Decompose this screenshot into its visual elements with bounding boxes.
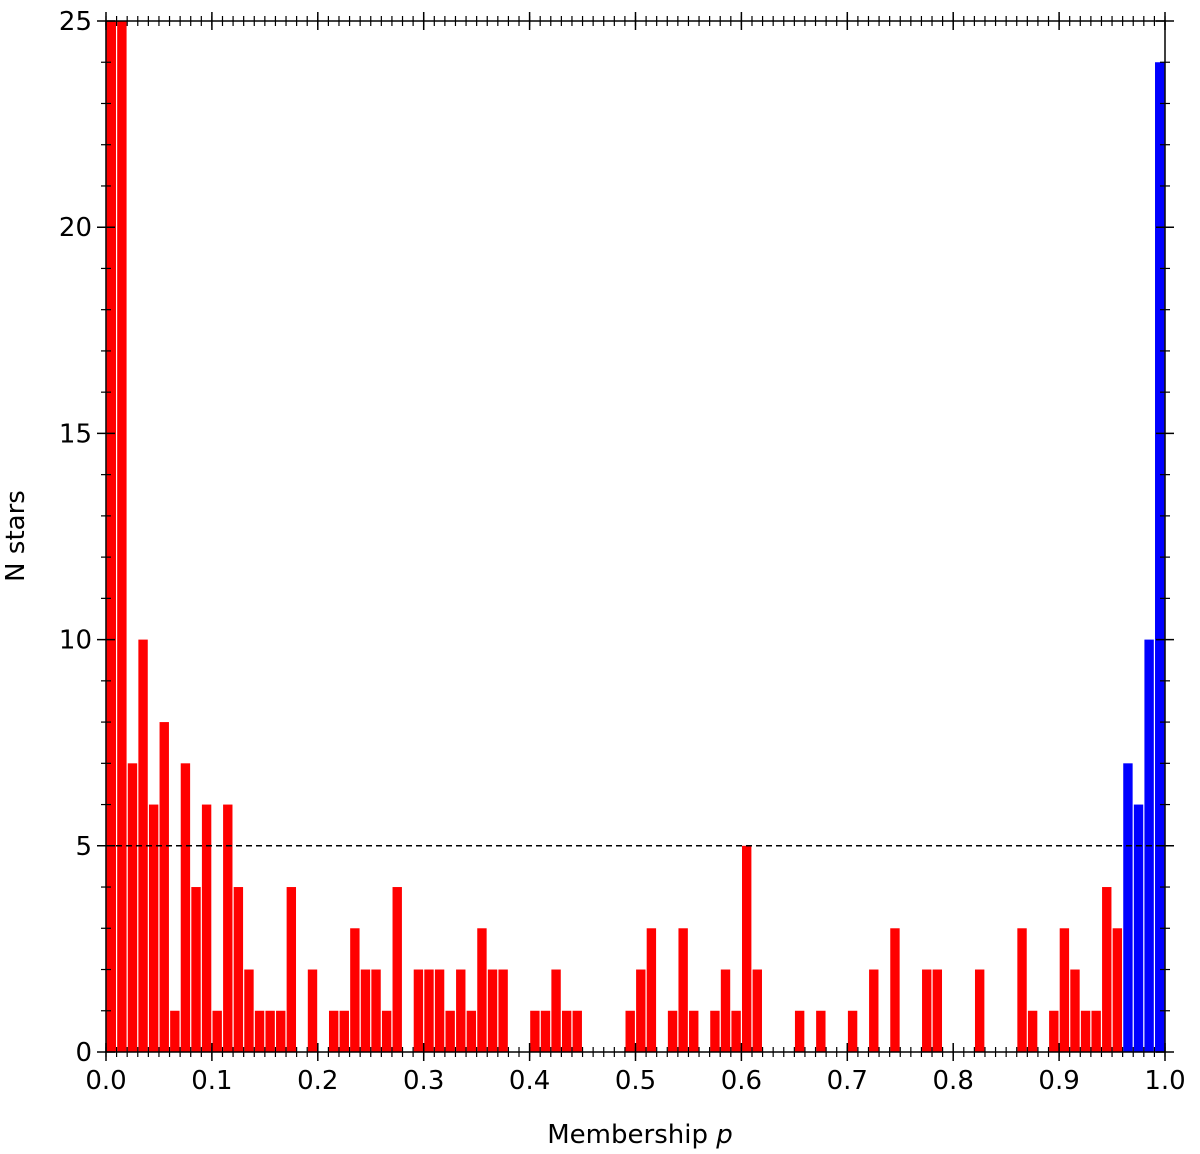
- y-tick-label: 0: [75, 1038, 92, 1068]
- y-tick-label: 5: [75, 832, 92, 862]
- bar: [794, 1010, 805, 1052]
- bar: [424, 969, 434, 1052]
- bar: [445, 1010, 455, 1052]
- bar: [276, 1010, 286, 1052]
- bar: [922, 969, 932, 1052]
- bar: [678, 928, 688, 1052]
- x-label-text: Membership: [547, 1120, 708, 1150]
- bar: [307, 969, 318, 1052]
- x-tick-label: 0.8: [933, 1066, 974, 1096]
- x-tick-label: 0.0: [85, 1066, 126, 1096]
- bar: [127, 763, 138, 1052]
- bar: [1102, 887, 1112, 1052]
- bar: [487, 969, 498, 1052]
- y-tick-label: 15: [59, 419, 92, 449]
- bar: [466, 1010, 477, 1052]
- bar: [530, 1010, 540, 1052]
- x-tick-label: 0.3: [403, 1066, 444, 1096]
- x-tick-label: 0.7: [827, 1066, 868, 1096]
- bar: [1049, 1010, 1059, 1052]
- bar: [869, 969, 879, 1052]
- bar: [159, 722, 169, 1052]
- bar: [731, 1010, 741, 1052]
- bar: [360, 969, 371, 1052]
- bar: [1091, 1010, 1101, 1052]
- bar: [667, 1010, 678, 1052]
- bar: [572, 1010, 582, 1052]
- x-tick-label: 0.9: [1038, 1066, 1079, 1096]
- bar: [1080, 1010, 1091, 1052]
- bar: [117, 21, 127, 1052]
- x-tick-label: 0.6: [721, 1066, 762, 1096]
- bar: [1070, 969, 1080, 1052]
- bar: [752, 969, 762, 1052]
- bar: [434, 969, 445, 1052]
- y-tick-label: 25: [59, 7, 92, 37]
- bar: [233, 887, 244, 1052]
- bar: [328, 1010, 339, 1052]
- bar: [1027, 1010, 1038, 1052]
- bar: [138, 639, 148, 1052]
- bar: [191, 887, 201, 1052]
- y-tick-label: 10: [59, 626, 92, 656]
- bar: [286, 887, 297, 1052]
- bar: [244, 969, 254, 1052]
- bar: [742, 845, 752, 1052]
- bar: [551, 969, 561, 1052]
- bar: [1059, 928, 1070, 1052]
- plot-frame: [105, 20, 1166, 1053]
- bar: [636, 969, 646, 1052]
- bar: [339, 1010, 349, 1052]
- bar: [816, 1010, 826, 1052]
- bar: [371, 969, 381, 1052]
- bar: [540, 1010, 551, 1052]
- bar: [392, 887, 402, 1052]
- bar: [1133, 804, 1144, 1052]
- bar: [847, 1010, 858, 1052]
- bar: [456, 969, 466, 1052]
- bar: [148, 804, 159, 1052]
- bar: [1112, 928, 1123, 1052]
- bar: [1123, 763, 1133, 1052]
- bar: [265, 1010, 275, 1052]
- bar: [212, 1010, 222, 1052]
- bar: [974, 969, 985, 1052]
- bar: [720, 969, 731, 1052]
- bar: [170, 1010, 180, 1052]
- bar: [180, 763, 191, 1052]
- bar: [201, 804, 212, 1052]
- bar: [561, 1010, 572, 1052]
- bar: [350, 928, 360, 1052]
- bar: [498, 969, 508, 1052]
- y-tick-label: 20: [59, 213, 92, 243]
- bar: [625, 1010, 635, 1052]
- x-axis-label: Membership p: [547, 1120, 732, 1150]
- bar: [254, 1010, 265, 1052]
- bar: [223, 804, 233, 1052]
- y-axis-label: N stars: [1, 490, 31, 582]
- bar: [689, 1010, 699, 1052]
- bar: [710, 1010, 720, 1052]
- bar: [1017, 928, 1027, 1052]
- bar: [381, 1010, 392, 1052]
- bar: [477, 928, 487, 1052]
- bar: [646, 928, 657, 1052]
- x-tick-label: 0.5: [615, 1066, 656, 1096]
- x-label-variable: p: [715, 1120, 733, 1150]
- x-tick-label: 0.1: [191, 1066, 232, 1096]
- bar: [1155, 62, 1165, 1053]
- bar: [890, 928, 900, 1052]
- bar: [932, 969, 943, 1052]
- bar: [106, 21, 116, 1052]
- bar: [413, 969, 424, 1052]
- x-tick-label: 1.0: [1144, 1066, 1185, 1096]
- x-tick-label: 0.2: [297, 1066, 338, 1096]
- x-tick-label: 0.4: [509, 1066, 550, 1096]
